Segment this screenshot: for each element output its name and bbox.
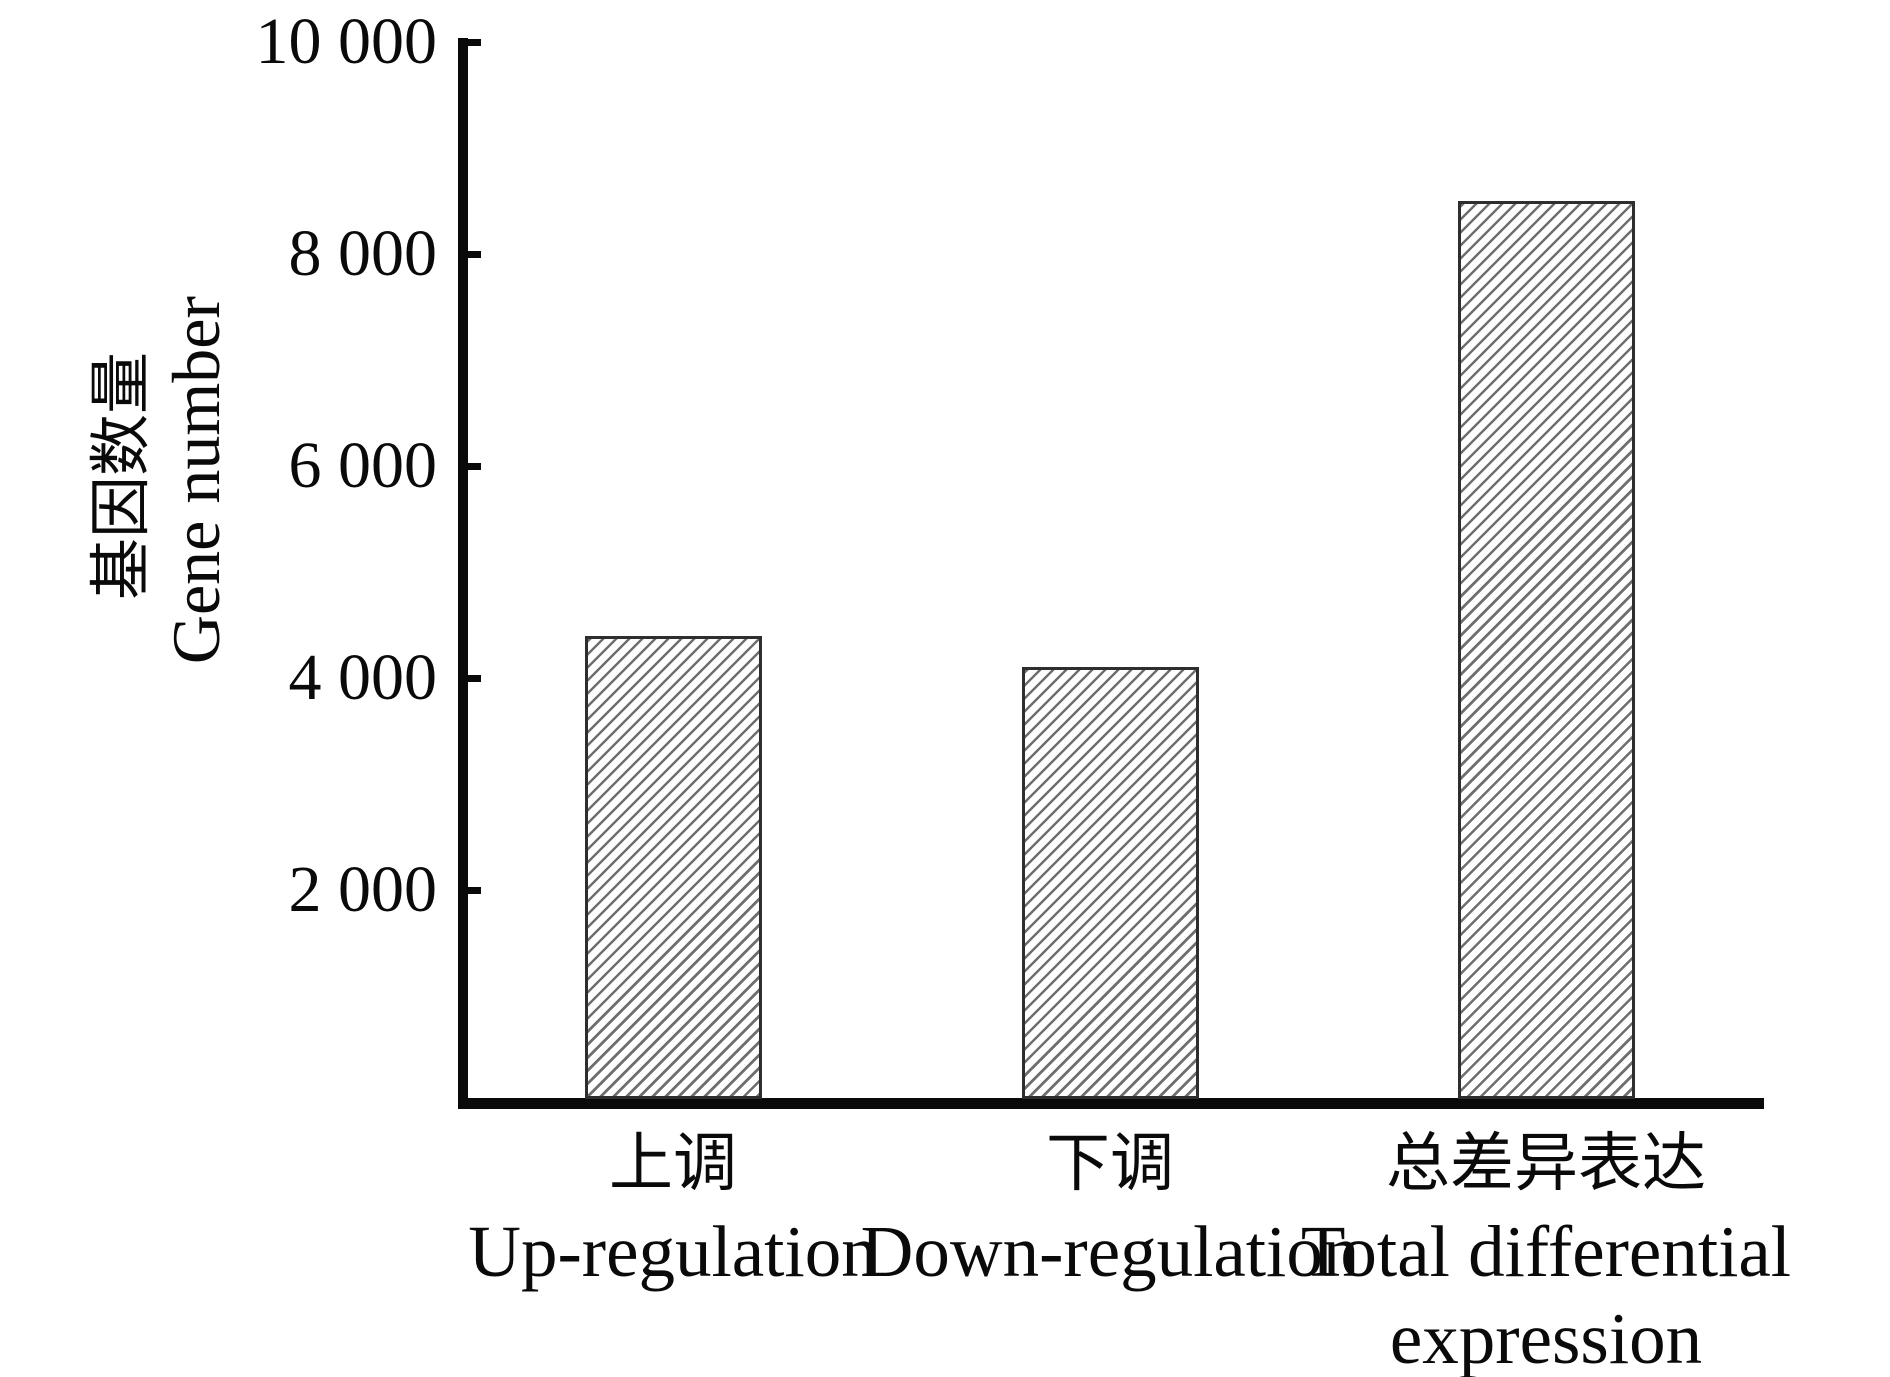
x-label-english-line: expression <box>1389 1298 1703 1377</box>
y-tick-label-2000: 2 000 <box>288 853 438 926</box>
y-tick-label-6000: 6 000 <box>288 429 438 502</box>
x-label-down-regulation: 下调 Down-regulation <box>800 1120 1420 1295</box>
y-tick-mark-10000 <box>468 38 481 46</box>
y-tick-mark-6000 <box>468 462 481 470</box>
y-tick-label-4000: 4 000 <box>288 641 438 714</box>
x-label-total-differential-expression: 总差异表达 Total differential expression <box>1236 1120 1856 1377</box>
x-label-chinese: 总差异表达 <box>1386 1128 1706 1199</box>
y-tick-label-10000: 10 000 <box>255 5 438 78</box>
bar-up-regulation <box>585 635 762 1099</box>
bar-down-regulation <box>1022 667 1199 1099</box>
x-label-chinese: 上调 <box>609 1128 737 1199</box>
y-tick-label-8000: 8 000 <box>288 217 438 290</box>
y-tick-mark-2000 <box>468 886 481 894</box>
x-label-english-line: Down-regulation <box>860 1211 1360 1292</box>
y-axis-line <box>458 38 468 1109</box>
y-tick-mark-8000 <box>468 250 481 258</box>
x-axis-line <box>458 1098 1764 1109</box>
x-label-chinese: 下调 <box>1046 1128 1174 1199</box>
x-label-english-line: Up-regulation <box>468 1211 878 1292</box>
x-label-english-line: Total differential <box>1300 1211 1792 1292</box>
x-label-up-regulation: 上调 Up-regulation <box>363 1120 983 1295</box>
bar-total-differential-expression <box>1458 201 1635 1099</box>
y-tick-mark-4000 <box>468 674 481 682</box>
